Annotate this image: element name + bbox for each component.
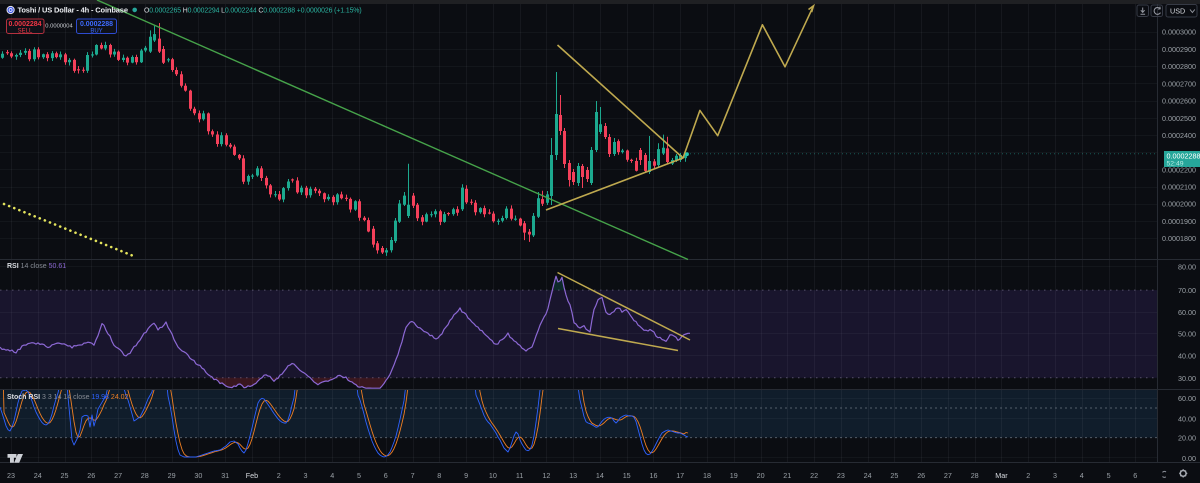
svg-text:2: 2	[1026, 471, 1030, 480]
svg-text:2: 2	[277, 471, 281, 480]
svg-text:18: 18	[703, 471, 711, 480]
svg-text:21: 21	[783, 471, 791, 480]
svg-text:19: 19	[730, 471, 738, 480]
svg-text:20.00: 20.00	[1178, 434, 1196, 443]
svg-text:60.00: 60.00	[1178, 308, 1196, 317]
svg-text:0.0002700: 0.0002700	[1162, 79, 1196, 88]
svg-text:27: 27	[114, 471, 122, 480]
svg-text:15: 15	[623, 471, 631, 480]
svg-text:O0.0002265 H0.0002294 L0.00022: O0.0002265 H0.0002294 L0.0002244 C0.0002…	[144, 7, 362, 14]
svg-text:14: 14	[596, 471, 604, 480]
svg-text:RSI 14 close 50.61: RSI 14 close 50.61	[7, 263, 66, 270]
svg-text:24: 24	[34, 471, 42, 480]
svg-text:0.0003000: 0.0003000	[1162, 28, 1196, 37]
svg-text:Mar: Mar	[995, 471, 1008, 480]
svg-text:USD: USD	[1170, 7, 1185, 16]
svg-text:27: 27	[944, 471, 952, 480]
svg-text:0.0001800: 0.0001800	[1162, 234, 1196, 243]
svg-text:24: 24	[864, 471, 872, 480]
svg-text:10: 10	[489, 471, 497, 480]
svg-text:28: 28	[971, 471, 979, 480]
svg-text:7: 7	[411, 471, 415, 480]
svg-text:0.0002500: 0.0002500	[1162, 114, 1196, 123]
svg-text:4: 4	[330, 471, 334, 480]
svg-text:0.0002800: 0.0002800	[1162, 62, 1196, 71]
svg-text:BUY: BUY	[90, 29, 102, 35]
svg-text:17: 17	[676, 471, 684, 480]
svg-text:25: 25	[890, 471, 898, 480]
svg-text:25: 25	[61, 471, 69, 480]
svg-text:0.0002100: 0.0002100	[1162, 182, 1196, 191]
svg-text:0.0000004: 0.0000004	[45, 24, 73, 30]
svg-text:20: 20	[757, 471, 765, 480]
svg-text:23: 23	[837, 471, 845, 480]
svg-text:5: 5	[357, 471, 361, 480]
svg-text:40.00: 40.00	[1178, 352, 1196, 361]
svg-text:0.0001900: 0.0001900	[1162, 217, 1196, 226]
svg-text:30.00: 30.00	[1178, 374, 1196, 383]
svg-text:6: 6	[1133, 471, 1137, 480]
svg-text:70.00: 70.00	[1178, 286, 1196, 295]
svg-text:8: 8	[437, 471, 441, 480]
svg-text:11: 11	[516, 471, 523, 480]
svg-text:50.00: 50.00	[1178, 330, 1196, 339]
svg-text:80.00: 80.00	[1178, 262, 1196, 271]
svg-text:0.0002400: 0.0002400	[1162, 131, 1196, 140]
svg-text:0.0002900: 0.0002900	[1162, 45, 1196, 54]
svg-text:0.0002600: 0.0002600	[1162, 97, 1196, 106]
svg-text:SELL: SELL	[18, 29, 33, 35]
svg-text:0.0002288: 0.0002288	[1167, 151, 1200, 160]
svg-text:30: 30	[194, 471, 202, 480]
svg-text:3: 3	[1053, 471, 1057, 480]
svg-text:Feb: Feb	[246, 471, 258, 480]
svg-text:16: 16	[650, 471, 658, 480]
svg-text:52:49: 52:49	[1167, 160, 1184, 167]
svg-text:28: 28	[141, 471, 149, 480]
svg-text:60.00: 60.00	[1178, 394, 1196, 403]
svg-text:13: 13	[569, 471, 577, 480]
svg-text:31: 31	[221, 471, 229, 480]
svg-text:0.0002000: 0.0002000	[1162, 200, 1196, 209]
svg-text:3: 3	[304, 471, 308, 480]
svg-text:40.00: 40.00	[1178, 414, 1196, 423]
svg-text:12: 12	[542, 471, 550, 480]
svg-text:26: 26	[87, 471, 95, 480]
svg-text:Stoch RSI 3 3 14 14 close 19.: Stoch RSI 3 3 14 14 close 19.98 24.02	[7, 394, 129, 401]
svg-text:26: 26	[917, 471, 925, 480]
svg-text:22: 22	[810, 471, 818, 480]
svg-text:9: 9	[464, 471, 468, 480]
svg-text:29: 29	[168, 471, 176, 480]
svg-text:0.0002284: 0.0002284	[8, 21, 41, 28]
svg-text:Toshi / US Dollar - 4h - Coinb: Toshi / US Dollar - 4h - Coinbase	[18, 6, 128, 15]
svg-text:0.00: 0.00	[1182, 454, 1196, 463]
svg-text:4: 4	[1080, 471, 1084, 480]
svg-text:5: 5	[1107, 471, 1111, 480]
svg-text:6: 6	[384, 471, 388, 480]
svg-text:0.0002200: 0.0002200	[1162, 165, 1196, 174]
svg-text:0.0002288: 0.0002288	[80, 21, 113, 28]
svg-text:23: 23	[7, 471, 15, 480]
